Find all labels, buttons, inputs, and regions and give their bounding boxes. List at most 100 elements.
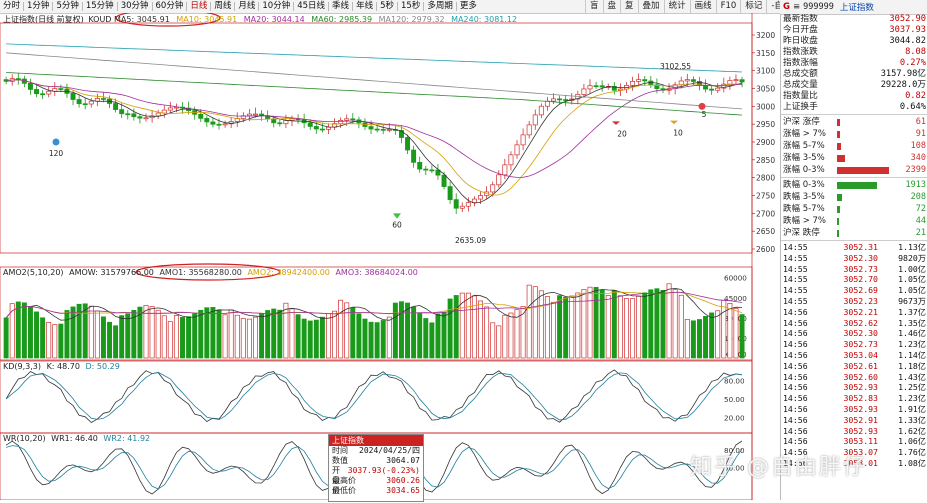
tick-volume: 9673万 <box>898 295 926 306</box>
group-icon[interactable]: G <box>783 2 790 12</box>
tick-row: 14:56 3052.73 1.23亿 <box>781 339 927 350</box>
chart-area[interactable]: 3200 3150 3100 3050 3000 2950 2900 2850 2800 2750… <box>0 9 780 501</box>
volume-bar <box>350 307 356 359</box>
volume-bar <box>465 292 471 359</box>
tick-row: 14:56 3052.83 1.23亿 <box>781 393 927 404</box>
breadth-bar <box>837 142 841 150</box>
period-tab[interactable]: 5分钟 <box>56 1 79 11</box>
period-tab[interactable]: 周线 <box>214 1 232 11</box>
quote-row: 指数涨幅 0.27% <box>781 58 927 69</box>
candle-body <box>338 119 344 124</box>
nav-button[interactable]: 盘 <box>602 0 621 13</box>
volume-bar <box>374 322 380 359</box>
candle-body <box>709 88 715 91</box>
volume-bar <box>715 310 721 359</box>
volume-bar <box>344 302 350 359</box>
nav-button[interactable]: 画线 <box>689 0 716 13</box>
volume-bar <box>149 306 155 359</box>
candle-body <box>514 144 520 156</box>
period-tab[interactable]: 15分钟 <box>85 1 114 11</box>
volume-bar <box>107 321 113 359</box>
period-tab[interactable]: 45日线 <box>297 1 326 11</box>
period-tab[interactable]: 10分钟 <box>262 1 291 11</box>
nav-button[interactable]: 叠加 <box>637 0 664 13</box>
menu-icon[interactable]: ≡ <box>792 2 801 12</box>
tick-time: 14:56 <box>783 339 808 350</box>
nav-button[interactable]: 标记 <box>740 0 767 13</box>
period-tab[interactable]: 60分钟 <box>155 1 184 11</box>
candle-body <box>593 85 599 88</box>
candle-body <box>471 198 477 203</box>
volume-bar <box>204 307 210 359</box>
tab-divider <box>81 2 83 11</box>
volume-bar <box>313 319 319 359</box>
tick-time: 14:55 <box>783 274 808 285</box>
breadth-bar <box>837 166 889 174</box>
volume-bar <box>259 313 265 359</box>
volume-bar <box>192 313 198 359</box>
candle-body <box>70 93 76 100</box>
tick-volume: 1.23亿 <box>898 393 926 404</box>
kline-chart[interactable]: 3200 3150 3100 3050 3000 2950 2900 2850 2800 2750… <box>0 9 780 501</box>
volume-bar <box>630 298 636 359</box>
candle-body <box>198 113 204 119</box>
candle-body <box>508 154 514 166</box>
breadth-label: 跌幅 5-7% <box>783 204 825 214</box>
period-tab[interactable]: 季线 <box>332 1 350 11</box>
nav-button[interactable]: 复 <box>620 0 638 13</box>
quote-value: 3157.98亿 <box>880 69 926 79</box>
volume-bar <box>15 301 21 359</box>
candle-body <box>551 98 556 102</box>
period-tab[interactable]: 年线 <box>356 1 374 11</box>
volume-bar <box>447 298 453 359</box>
volume-bar <box>368 321 374 359</box>
volume-bar <box>210 307 216 359</box>
volume-bar <box>599 289 605 359</box>
volume-bar <box>246 318 252 359</box>
volume-bar <box>459 292 465 359</box>
tick-row: 14:56 3052.91 1.33亿 <box>781 415 927 426</box>
volume-bar <box>27 306 33 359</box>
candle-body <box>557 98 563 101</box>
tick-volume: 1.43亿 <box>898 371 926 382</box>
nav-button[interactable]: 盲 <box>585 0 603 13</box>
volume-bar <box>581 289 587 359</box>
breadth-label: 涨幅 0-3% <box>783 165 825 175</box>
candle-body <box>441 174 447 187</box>
indicator-name[interactable]: KOUD <box>88 15 112 24</box>
candle-body <box>253 113 258 116</box>
volume-bar <box>678 294 684 359</box>
candle-body <box>27 83 33 90</box>
quote-key: 指数涨幅 <box>783 58 818 68</box>
tab-divider <box>397 2 398 11</box>
period-tab[interactable]: 15秒 <box>401 1 421 11</box>
price-tick-label: 2600 <box>756 245 775 254</box>
nav-button[interactable]: F10 <box>715 0 741 13</box>
amo3-label: AMO3: 38684024.00 <box>335 268 418 277</box>
tick-row: 14:56 3052.62 1.35亿 <box>781 318 927 329</box>
period-tab[interactable]: 月线 <box>238 1 256 11</box>
tab-divider <box>186 2 188 11</box>
volume-bar <box>721 299 727 359</box>
period-tab[interactable]: 日线 <box>190 1 208 11</box>
amo1-line <box>5 287 743 321</box>
quote-value: 3044.82 <box>889 36 926 46</box>
popup-key: 开盘价 <box>332 466 340 495</box>
tick-volume: 9820万 <box>898 252 926 263</box>
volume-bar <box>386 316 392 359</box>
period-tab[interactable]: 更多 <box>459 1 477 11</box>
quote-row: 总成交量 29228.0万 <box>781 80 927 91</box>
candle-body <box>526 124 532 136</box>
candle-body <box>374 128 380 131</box>
period-tab[interactable]: 5秒 <box>380 1 394 11</box>
period-tab[interactable]: 30分钟 <box>120 1 149 11</box>
period-tab[interactable]: 分时 <box>3 1 21 11</box>
period-tab[interactable]: 多周期 <box>427 1 453 11</box>
ma240-label: MA240: 3081.12 <box>451 15 518 24</box>
period-tab[interactable]: 1分钟 <box>27 1 50 11</box>
nav-button[interactable]: 统计 <box>663 0 690 13</box>
tick-volume: 1.13亿 <box>898 242 926 252</box>
candle-body <box>642 79 648 82</box>
volume-bar <box>88 305 94 359</box>
volume-bar <box>131 309 137 359</box>
